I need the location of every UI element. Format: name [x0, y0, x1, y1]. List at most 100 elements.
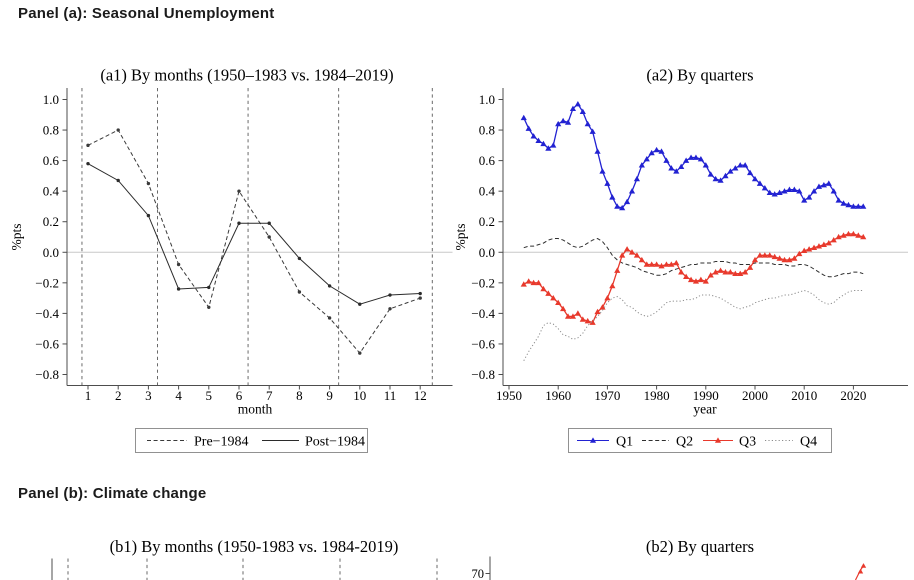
a2-series-q3-point [545, 290, 552, 296]
a2-series-q1-point [742, 162, 749, 168]
a1-series-pre-1984-point [388, 307, 392, 311]
a2-series-q3-point [737, 270, 744, 276]
a2-xtick-label: 2000 [742, 388, 768, 403]
a2-series-q3-point [840, 232, 847, 238]
a2-series-q1-point [761, 185, 768, 191]
a2-series-q3-point [845, 230, 852, 237]
a2-series-q3-point [564, 313, 572, 319]
a2-series-q3-point [751, 256, 759, 263]
a1-title: (a1) By months (1950–1983 vs. 1984–2019) [100, 66, 393, 85]
a1-xlabel: month [238, 402, 273, 417]
a2-ytick-label: 0.6 [479, 153, 496, 168]
a2-legend-label-q4: Q4 [800, 435, 817, 450]
a2-legend-label-q1: Q1 [616, 435, 633, 450]
a2-series-q1-point [840, 200, 847, 206]
a2-series-q3-point [692, 278, 700, 284]
a2-series-q3-point [525, 278, 532, 284]
a2-series-q3-point [742, 269, 749, 275]
a1-ytick-label: 0.2 [43, 214, 59, 229]
a2-series-q3-point [638, 256, 645, 263]
a2-ytick-label: 0.8 [479, 123, 495, 138]
a2-series-q3-point [722, 269, 729, 275]
a2-series-q1-point [623, 198, 631, 205]
a2-series-q1-point [801, 197, 808, 203]
a2-series-q3-point [550, 295, 557, 301]
a2-ytick-label: −0.8 [471, 367, 495, 382]
a2-series-q1-point [555, 120, 562, 127]
a2-ytick-label: −0.2 [471, 275, 495, 290]
a2-series-q1-point [574, 100, 581, 107]
a1-xtick-label: 5 [206, 388, 213, 403]
a1-ytick-label: 0.0 [43, 245, 59, 260]
a2-series-q3-point [771, 253, 778, 260]
a2-series-q3-point [673, 259, 680, 266]
a1-xtick-label: 3 [145, 388, 152, 403]
a2-series-q3-point [535, 279, 542, 286]
a1-series-pre-1984-point [267, 235, 271, 239]
a1-ylabel: %pts [9, 224, 24, 251]
a2-series-q3-point [830, 236, 837, 243]
a2-xtick-label: 2010 [791, 388, 817, 403]
a2-series-q1-point [584, 120, 591, 127]
a2-series-q1-point [594, 148, 601, 154]
a2-series-q3-point [860, 233, 867, 240]
a1-ytick-label: 1.0 [43, 92, 59, 107]
a1-series-pre-1984-point [176, 262, 181, 267]
a2-series-q3-point [766, 252, 773, 258]
a1-xtick-label: 9 [326, 388, 333, 403]
a2-series-q1-point [628, 188, 636, 194]
a2-xtick-label: 1970 [594, 388, 620, 403]
a2-series-q1-point [569, 105, 577, 111]
a2-series-q1-point [702, 162, 709, 168]
a1-series-pre-1984-point [207, 305, 211, 309]
a2-series-q3-point [697, 276, 704, 283]
a1-series-pre-1984-line [87, 129, 421, 354]
a2-series-q1-point [525, 125, 532, 131]
a1-series-pre-1984-point [237, 189, 241, 193]
a2-series-q3-point [732, 270, 739, 276]
a2-series-q1-point [687, 154, 695, 160]
a2-legend-label-q2: Q2 [676, 435, 693, 450]
a1-ytick-label: −0.8 [35, 367, 59, 382]
a1-series-pre-1984-point [418, 296, 422, 300]
a2-series-q1-point [658, 148, 665, 154]
a2-series-q1-point [855, 203, 862, 209]
a1-ytick-label: −0.6 [35, 336, 59, 351]
a2-series-q3-point [850, 230, 857, 237]
a2-series-q1-point [673, 168, 680, 174]
a2-ytick-label: 0.0 [479, 245, 495, 260]
panel-a-heading: Panel (a): Seasonal Unemployment [18, 5, 275, 22]
a2-series-q1-point [545, 145, 552, 151]
a2-ytick-label: 0.4 [479, 184, 496, 199]
a1-ytick-label: 0.8 [43, 123, 59, 138]
a2-series-q3-point [756, 252, 764, 258]
a2-series-q1-point [732, 165, 739, 171]
a2-series-q2-line [523, 237, 864, 278]
a2-series-q3-point [614, 267, 621, 273]
a1-xtick-label: 2 [115, 388, 122, 403]
a2-series-q1-point [756, 180, 764, 186]
a2-legend-box [568, 428, 832, 453]
a2-series-q3-point [801, 247, 808, 254]
a2-series-q3-point [628, 249, 636, 255]
a2-series-q1-point [815, 183, 823, 189]
a2-series-q3-point [555, 299, 562, 305]
a2-series-q3-point [781, 256, 788, 263]
a2-series-q3-point [663, 261, 670, 267]
a2-series-q3-point [791, 255, 798, 261]
a2-series-q3-point [825, 240, 832, 246]
a2-xtick-label: 2020 [840, 388, 866, 403]
a2-series-q3-point [653, 261, 660, 267]
a2-series-q3-point [574, 310, 581, 316]
a2-series-q3-point [648, 261, 655, 267]
a1-series-post-1984-point [358, 302, 362, 306]
a1-ytick-label: −0.4 [35, 306, 59, 321]
a1-series-pre-1984-point [327, 316, 332, 320]
a2-ytick-label: −0.6 [471, 336, 495, 351]
a2-series-q3-point [702, 278, 709, 284]
a2-series-q1-point [727, 168, 734, 174]
a2-series-q3-point [683, 273, 690, 280]
a2-series-q3-point [761, 252, 768, 258]
a2-series-q1-point [830, 188, 837, 194]
a2-series-q1-point [751, 175, 759, 182]
